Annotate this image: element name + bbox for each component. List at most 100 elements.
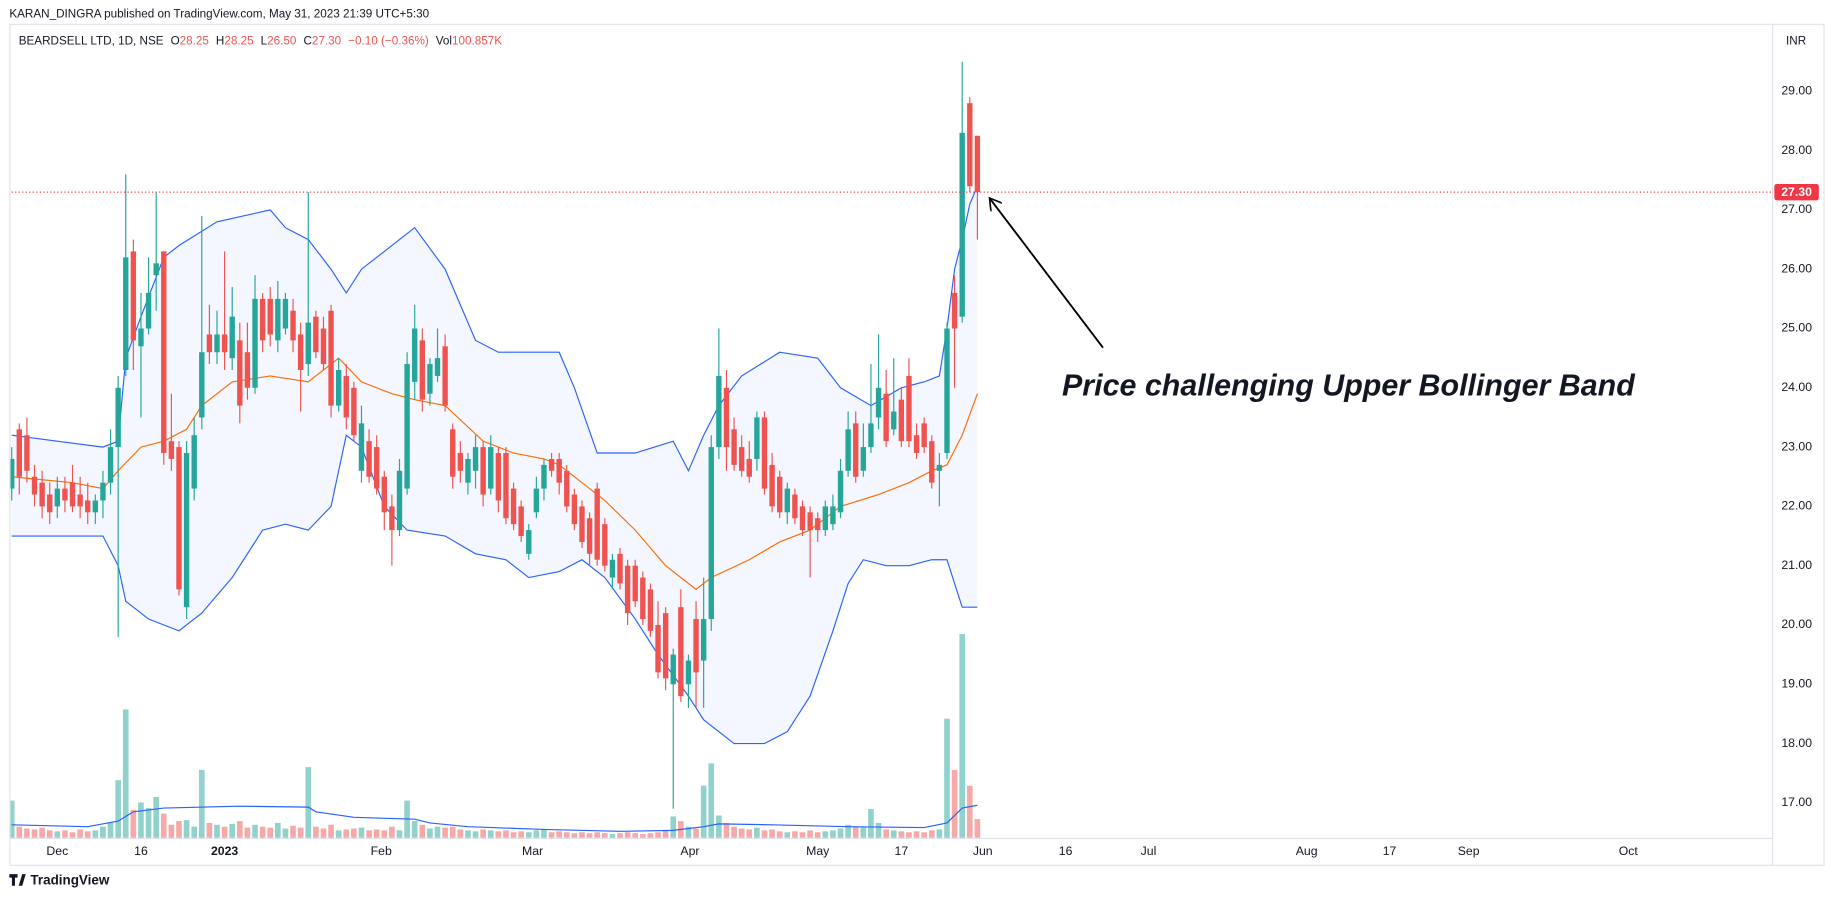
candle-body (335, 370, 342, 406)
candle-body (351, 387, 357, 436)
candle-body (944, 328, 950, 454)
volume-bar (799, 832, 806, 838)
candle-body (594, 488, 600, 560)
candle-body (24, 435, 30, 471)
volume-bar (807, 830, 813, 838)
candle-body (145, 292, 152, 329)
volume-bar (563, 832, 570, 838)
candle-body (328, 310, 334, 406)
candle-body (343, 375, 349, 418)
volume-bar (92, 830, 99, 838)
y-tick-label: 21.00 (1781, 558, 1812, 572)
volume-bar (373, 829, 380, 838)
candle-body (503, 453, 509, 519)
volume-bar (267, 827, 274, 838)
x-tick-label: Dec (46, 844, 68, 858)
annotation-arrow (990, 198, 1104, 349)
volume-bar (754, 827, 760, 838)
candle-body (229, 316, 235, 359)
y-tick-label: 20.00 (1781, 617, 1812, 631)
volume-bar (107, 822, 114, 838)
volume-bar (282, 828, 289, 838)
volume-bar (708, 763, 715, 838)
volume-bar (46, 830, 53, 838)
volume-bar (685, 826, 692, 838)
volume-bar (358, 827, 365, 838)
volume-bar (335, 830, 342, 838)
candle-body (419, 340, 425, 400)
volume-bar (655, 832, 661, 838)
x-tick-label: Jun (973, 844, 993, 858)
volume-bar (252, 824, 258, 838)
candle-body (290, 310, 296, 341)
volume-bar (160, 813, 167, 838)
candle-body (700, 619, 707, 661)
candle-body (297, 334, 304, 371)
candle-body (518, 506, 524, 537)
logo-text: TradingView (30, 873, 109, 888)
candle-body (723, 387, 730, 448)
candle-body (769, 464, 775, 507)
candle-body (655, 624, 661, 673)
band-line (11, 185, 978, 473)
candle-body (571, 494, 578, 525)
candle-body (967, 103, 973, 187)
x-tick-label: 2023 (211, 844, 238, 858)
candle-body (875, 387, 882, 418)
candle-body (708, 447, 714, 620)
volume-bar (419, 824, 426, 838)
candle-body (541, 464, 547, 489)
candle-body (792, 494, 798, 519)
volume-bar (525, 832, 532, 838)
candle-body (404, 364, 410, 489)
candle-body (609, 559, 616, 578)
volume-bar (465, 830, 471, 838)
x-tick-label: Aug (1296, 844, 1318, 858)
volume-bar (784, 832, 791, 838)
x-tick-label: 16 (134, 844, 148, 858)
candle-body (313, 316, 319, 353)
volume-bar (609, 834, 616, 838)
candle-body (161, 251, 167, 454)
candle-body (115, 387, 121, 448)
volume-bar (313, 826, 319, 838)
candle-body (746, 458, 752, 477)
candle-body (47, 494, 53, 513)
candle-body (488, 447, 494, 489)
candle-body (670, 654, 676, 685)
volume-bar (601, 833, 608, 838)
x-tick-label: Apr (680, 844, 699, 858)
volume-bar (617, 833, 623, 838)
candle-body (579, 506, 585, 542)
volume-bar (548, 832, 555, 838)
x-tick-label: 17 (1383, 844, 1397, 858)
volume-bar (237, 821, 243, 838)
field-label: H (216, 34, 224, 47)
volume-bar (845, 824, 851, 838)
candle-body (754, 417, 760, 459)
field-label: C (303, 34, 311, 47)
volume-bar (39, 827, 45, 838)
candle-body (632, 565, 638, 602)
candle-body (685, 660, 692, 685)
volume-bar (130, 809, 137, 838)
symbol: BEARDSELL LTD, 1D, NSE (19, 34, 164, 47)
volume-bar (449, 826, 456, 838)
volume-bar (275, 822, 281, 838)
candle-body (959, 132, 965, 317)
candle-body (822, 506, 829, 531)
volume-bar (115, 780, 121, 838)
candle-body (868, 423, 874, 448)
candle-body (16, 429, 22, 477)
volume-bar (54, 831, 61, 838)
volume-bar (761, 830, 768, 838)
candle-body (427, 364, 433, 394)
volume-bar (716, 815, 722, 838)
volume-bar (62, 830, 68, 838)
x-tick-label: Sep (1458, 844, 1480, 858)
candle-body (647, 589, 654, 631)
volume-bar (495, 831, 502, 838)
x-tick-label: Feb (371, 844, 392, 858)
candle-body (526, 530, 532, 554)
